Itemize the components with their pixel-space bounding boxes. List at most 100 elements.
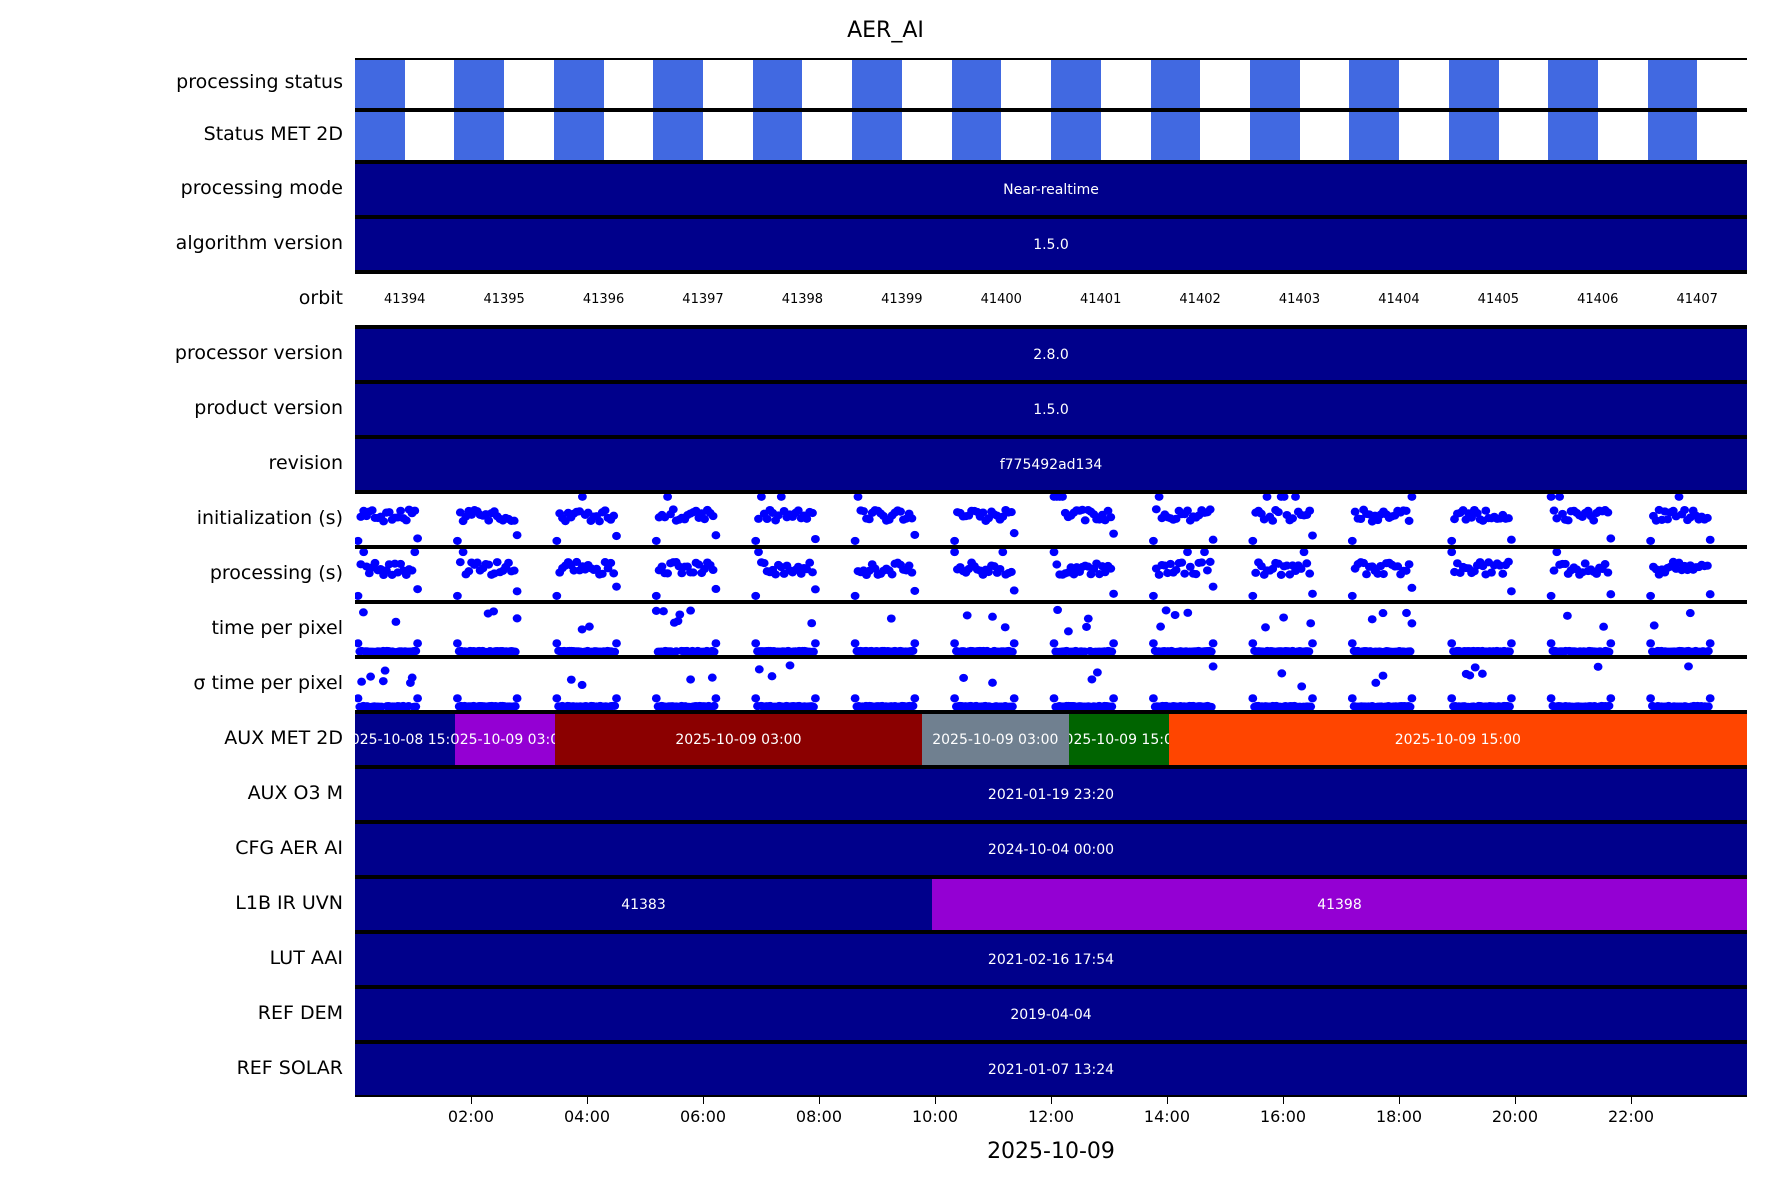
scatter-point — [950, 694, 959, 703]
orbit-cell: 41407 — [1676, 292, 1718, 307]
scatter-point — [802, 514, 812, 523]
status-stripe — [504, 60, 554, 108]
scatter-point — [413, 534, 422, 543]
scatter-point — [1704, 702, 1713, 710]
x-axis-tick — [587, 1097, 589, 1104]
scatter-point — [711, 584, 721, 594]
x-axis-tick — [1283, 1097, 1285, 1104]
row-label-revision: revision — [268, 451, 343, 474]
status-stripe — [1150, 60, 1201, 108]
timeline-row: 2024-10-04 00:00 — [355, 822, 1747, 877]
scatter-point — [910, 586, 920, 595]
scatter-point — [675, 610, 685, 619]
scatter-point — [1149, 639, 1158, 648]
status-stripe — [355, 60, 405, 108]
row-label-status-met-2d: Status MET 2D — [203, 123, 343, 145]
scatter-point — [1465, 671, 1475, 680]
scatter-point — [700, 515, 709, 524]
orbit-cell: 41404 — [1378, 292, 1420, 307]
value-band: 1.5.0 — [355, 219, 1747, 270]
scatter-point — [512, 694, 522, 703]
scatter-point — [566, 675, 576, 684]
scatter-point — [379, 517, 388, 526]
scatter-point — [754, 549, 763, 557]
x-axis-tick-label: 04:00 — [563, 1107, 611, 1126]
scatter-point — [759, 559, 769, 568]
scatter-point — [1703, 513, 1712, 523]
scatter-point — [950, 536, 959, 545]
status-stripe — [1647, 112, 1698, 160]
value-band: 2021-01-07 13:24 — [355, 1044, 1747, 1095]
status-stripe — [404, 60, 455, 108]
scatter-point — [1470, 663, 1480, 672]
x-axis-label: 2025-10-09 — [987, 1139, 1115, 1164]
scatter-point — [907, 514, 917, 523]
scatter-point — [1083, 614, 1093, 623]
scatter-point — [651, 536, 661, 545]
orbit-cell: 41403 — [1278, 292, 1321, 307]
scatter-point — [1481, 506, 1491, 515]
scatter-point — [767, 672, 777, 681]
status-stripe — [504, 112, 554, 160]
scatter-point — [1261, 623, 1270, 632]
scatter-point — [1546, 591, 1556, 600]
scatter-point — [1308, 639, 1317, 648]
scatter-point — [1646, 591, 1655, 600]
status-stripe — [1399, 60, 1449, 108]
scatter-point — [1401, 566, 1411, 575]
scatter-point — [995, 564, 1005, 574]
status-stripe — [1647, 60, 1698, 108]
scatter-point — [1563, 611, 1572, 620]
row-label-time-per-pixel: time per pixel — [211, 616, 343, 639]
scatter-point — [1308, 589, 1317, 598]
scatter-point — [455, 558, 465, 567]
scatter-point — [1549, 506, 1559, 515]
scatter-point — [998, 549, 1008, 557]
status-stripe — [1001, 112, 1052, 160]
scatter-point — [1371, 678, 1381, 687]
scatter-point — [577, 680, 587, 690]
scatter-point — [1606, 590, 1616, 599]
scatter-point — [1505, 702, 1514, 710]
scatter-point — [453, 639, 462, 648]
scatter-point — [552, 694, 562, 703]
scatter-point — [1185, 562, 1195, 571]
scatter-point — [600, 506, 610, 515]
scatter-point — [673, 616, 683, 626]
scatter-point — [1053, 605, 1062, 615]
scatter-point — [1404, 560, 1414, 569]
scatter-point — [1546, 694, 1556, 703]
scatter-point — [1407, 583, 1417, 592]
scatter-point — [785, 661, 795, 670]
scatter-point — [1405, 647, 1415, 655]
x-axis-tick-label: 16:00 — [1259, 1107, 1307, 1126]
status-stripe — [802, 112, 853, 160]
scatter-point — [1248, 694, 1258, 703]
scatter-point — [359, 608, 368, 617]
scatter-point — [1058, 494, 1067, 501]
scatter-point — [1407, 694, 1417, 703]
status-stripe — [653, 60, 704, 108]
status-stripe — [703, 60, 753, 108]
scatter-point — [1646, 694, 1655, 703]
scatter-point — [1472, 509, 1482, 518]
value-band: 2021-02-16 17:54 — [355, 934, 1747, 985]
timeline-row: 2021-01-07 13:24 — [355, 1042, 1747, 1097]
x-axis-tick-label: 08:00 — [795, 1107, 843, 1126]
x-axis-tick — [703, 1097, 704, 1104]
scatter-point — [610, 647, 620, 655]
orbit-cell: 41406 — [1577, 292, 1619, 307]
scatter-point — [1080, 516, 1090, 525]
timeline-plot-area: Near-realtime 1.5.0 41394 41395 41396 41397 41… — [355, 58, 1747, 1097]
scatter-point — [910, 530, 920, 539]
status-stripe-track — [355, 112, 1747, 160]
scatter-point — [1507, 694, 1516, 703]
scatter-point — [396, 559, 405, 569]
scatter-point — [509, 516, 519, 525]
segment: 41398 — [931, 879, 1747, 930]
scatter-point — [1606, 639, 1616, 648]
segment: 2025-10-09 15:00 — [1068, 714, 1169, 765]
orbit-cell: 41405 — [1477, 292, 1520, 307]
row-label-processing-s: processing (s) — [209, 561, 343, 584]
status-stripe — [901, 60, 952, 108]
